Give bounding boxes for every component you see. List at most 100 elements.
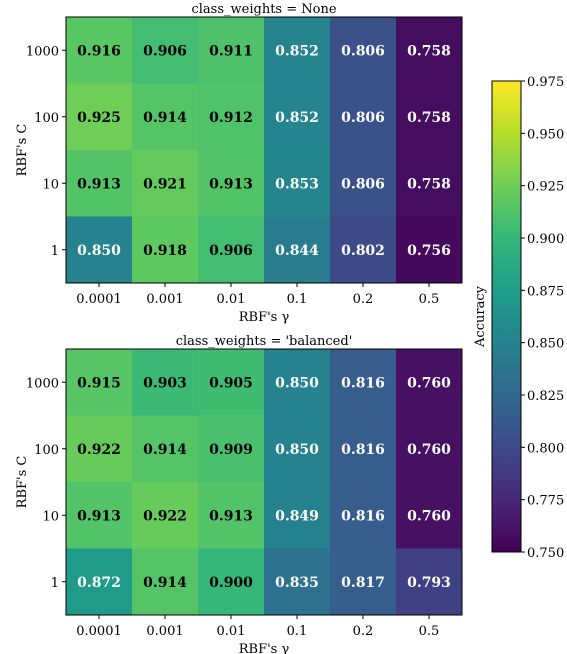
cell-value-label: 0.844: [275, 243, 319, 259]
heatmap-cell: [66, 150, 133, 217]
cell-value-label: 0.756: [407, 243, 451, 259]
heatmap-cell: [66, 83, 133, 151]
heatmap-cell: [330, 415, 397, 483]
colorbar-tick-label: 0.775: [527, 494, 564, 509]
y-tick-label: 1: [51, 576, 59, 591]
heatmap-cell: [396, 482, 463, 549]
heatmap-cell: [330, 150, 397, 217]
y-tick-label: 100: [34, 443, 59, 458]
colorbar-tick-label: 0.950: [527, 127, 564, 142]
colorbar-tick-label: 0.800: [527, 441, 564, 456]
panel-title: class_weights = None: [191, 2, 336, 17]
cell-value-label: 0.806: [341, 176, 385, 192]
colorbar-tick-label: 0.875: [527, 284, 564, 299]
cell-value-label: 0.850: [275, 442, 319, 458]
colorbar-tick-label: 0.900: [527, 232, 564, 247]
cell-value-label: 0.914: [143, 575, 187, 591]
x-axis-label: RBF's γ: [239, 642, 290, 654]
cell-value-label: 0.849: [275, 508, 319, 524]
cell-value-label: 0.922: [143, 508, 187, 524]
heatmap-cell: [330, 548, 397, 616]
cell-value-label: 0.906: [209, 243, 253, 259]
heatmap-cell: [264, 17, 331, 84]
x-tick-label: 0.2: [353, 624, 374, 639]
y-tick-label: 100: [34, 111, 59, 126]
cell-value-label: 0.806: [341, 110, 385, 126]
cell-value-label: 0.905: [209, 375, 253, 391]
heatmap-cell: [264, 216, 331, 284]
heatmap-cell: [198, 150, 265, 217]
cell-value-label: 0.760: [407, 508, 451, 524]
cell-value-label: 0.921: [143, 176, 187, 192]
x-tick-label: 0.001: [146, 624, 183, 639]
cell-value-label: 0.850: [275, 375, 319, 391]
cell-value-label: 0.914: [143, 110, 187, 126]
heatmap-cell: [66, 17, 133, 84]
heatmap-cell: [132, 548, 199, 616]
heatmap-cell: [396, 548, 463, 616]
heatmap-cell: [330, 349, 397, 416]
cell-value-label: 0.760: [407, 442, 451, 458]
heatmap-cell: [132, 349, 199, 416]
y-tick-label: 1000: [26, 44, 59, 59]
heatmap-cell: [330, 482, 397, 549]
heatmap-cell: [330, 83, 397, 151]
colorbar-tick-label: 0.925: [527, 180, 564, 195]
cell-value-label: 0.802: [341, 243, 385, 259]
x-tick-label: 0.01: [217, 292, 246, 307]
heatmap-cell: [198, 548, 265, 616]
cell-value-label: 0.914: [143, 442, 187, 458]
cell-value-label: 0.925: [77, 110, 121, 126]
y-axis-label: RBF's C: [15, 124, 30, 177]
heatmap-cell: [396, 349, 463, 416]
cell-value-label: 0.758: [407, 110, 451, 126]
cell-value-label: 0.916: [77, 43, 121, 59]
cell-value-label: 0.852: [275, 43, 319, 59]
cell-value-label: 0.793: [407, 575, 451, 591]
cell-value-label: 0.913: [77, 508, 121, 524]
x-tick-label: 0.5: [419, 624, 440, 639]
heatmap-cell: [132, 150, 199, 217]
colorbar-tick-label: 0.750: [527, 546, 564, 561]
cell-value-label: 0.853: [275, 176, 319, 192]
cell-value-label: 0.915: [77, 375, 121, 391]
plot-frame: [65, 16, 463, 284]
x-tick-label: 0.5: [419, 292, 440, 307]
cell-value-label: 0.918: [143, 243, 187, 259]
cell-value-label: 0.817: [341, 575, 385, 591]
heatmap-cell: [132, 415, 199, 483]
colorbar-tick-label: 0.850: [527, 337, 564, 352]
heatmap-cell: [132, 17, 199, 84]
cell-value-label: 0.903: [143, 375, 187, 391]
x-tick-label: 0.001: [146, 292, 183, 307]
cell-value-label: 0.816: [341, 375, 385, 391]
cell-value-label: 0.913: [209, 176, 253, 192]
heatmap-cell: [264, 482, 331, 549]
cell-value-label: 0.911: [209, 43, 253, 59]
heatmap-cell: [264, 349, 331, 416]
panel-title: class_weights = 'balanced': [176, 334, 353, 349]
heatmap-cell: [264, 83, 331, 151]
heatmap-cell: [396, 17, 463, 84]
x-tick-label: 0.0001: [76, 292, 122, 307]
cell-value-label: 0.922: [77, 442, 121, 458]
heatmap-cell: [198, 415, 265, 483]
cell-value-label: 0.806: [341, 43, 385, 59]
cell-value-label: 0.906: [143, 43, 187, 59]
heatmap-cell: [198, 216, 265, 284]
plot-frame: [65, 348, 463, 616]
y-tick-label: 10: [42, 177, 59, 192]
cell-value-label: 0.758: [407, 43, 451, 59]
cell-value-label: 0.852: [275, 110, 319, 126]
x-tick-label: 0.01: [217, 624, 246, 639]
x-tick-label: 0.2: [353, 292, 374, 307]
cell-value-label: 0.850: [77, 243, 121, 259]
heatmap-cell: [66, 349, 133, 416]
x-tick-label: 0.0001: [76, 624, 122, 639]
heatmap-cell: [66, 415, 133, 483]
heatmap-cell: [396, 150, 463, 217]
x-tick-label: 0.1: [287, 624, 308, 639]
heatmap-cell: [132, 216, 199, 284]
cell-value-label: 0.816: [341, 508, 385, 524]
